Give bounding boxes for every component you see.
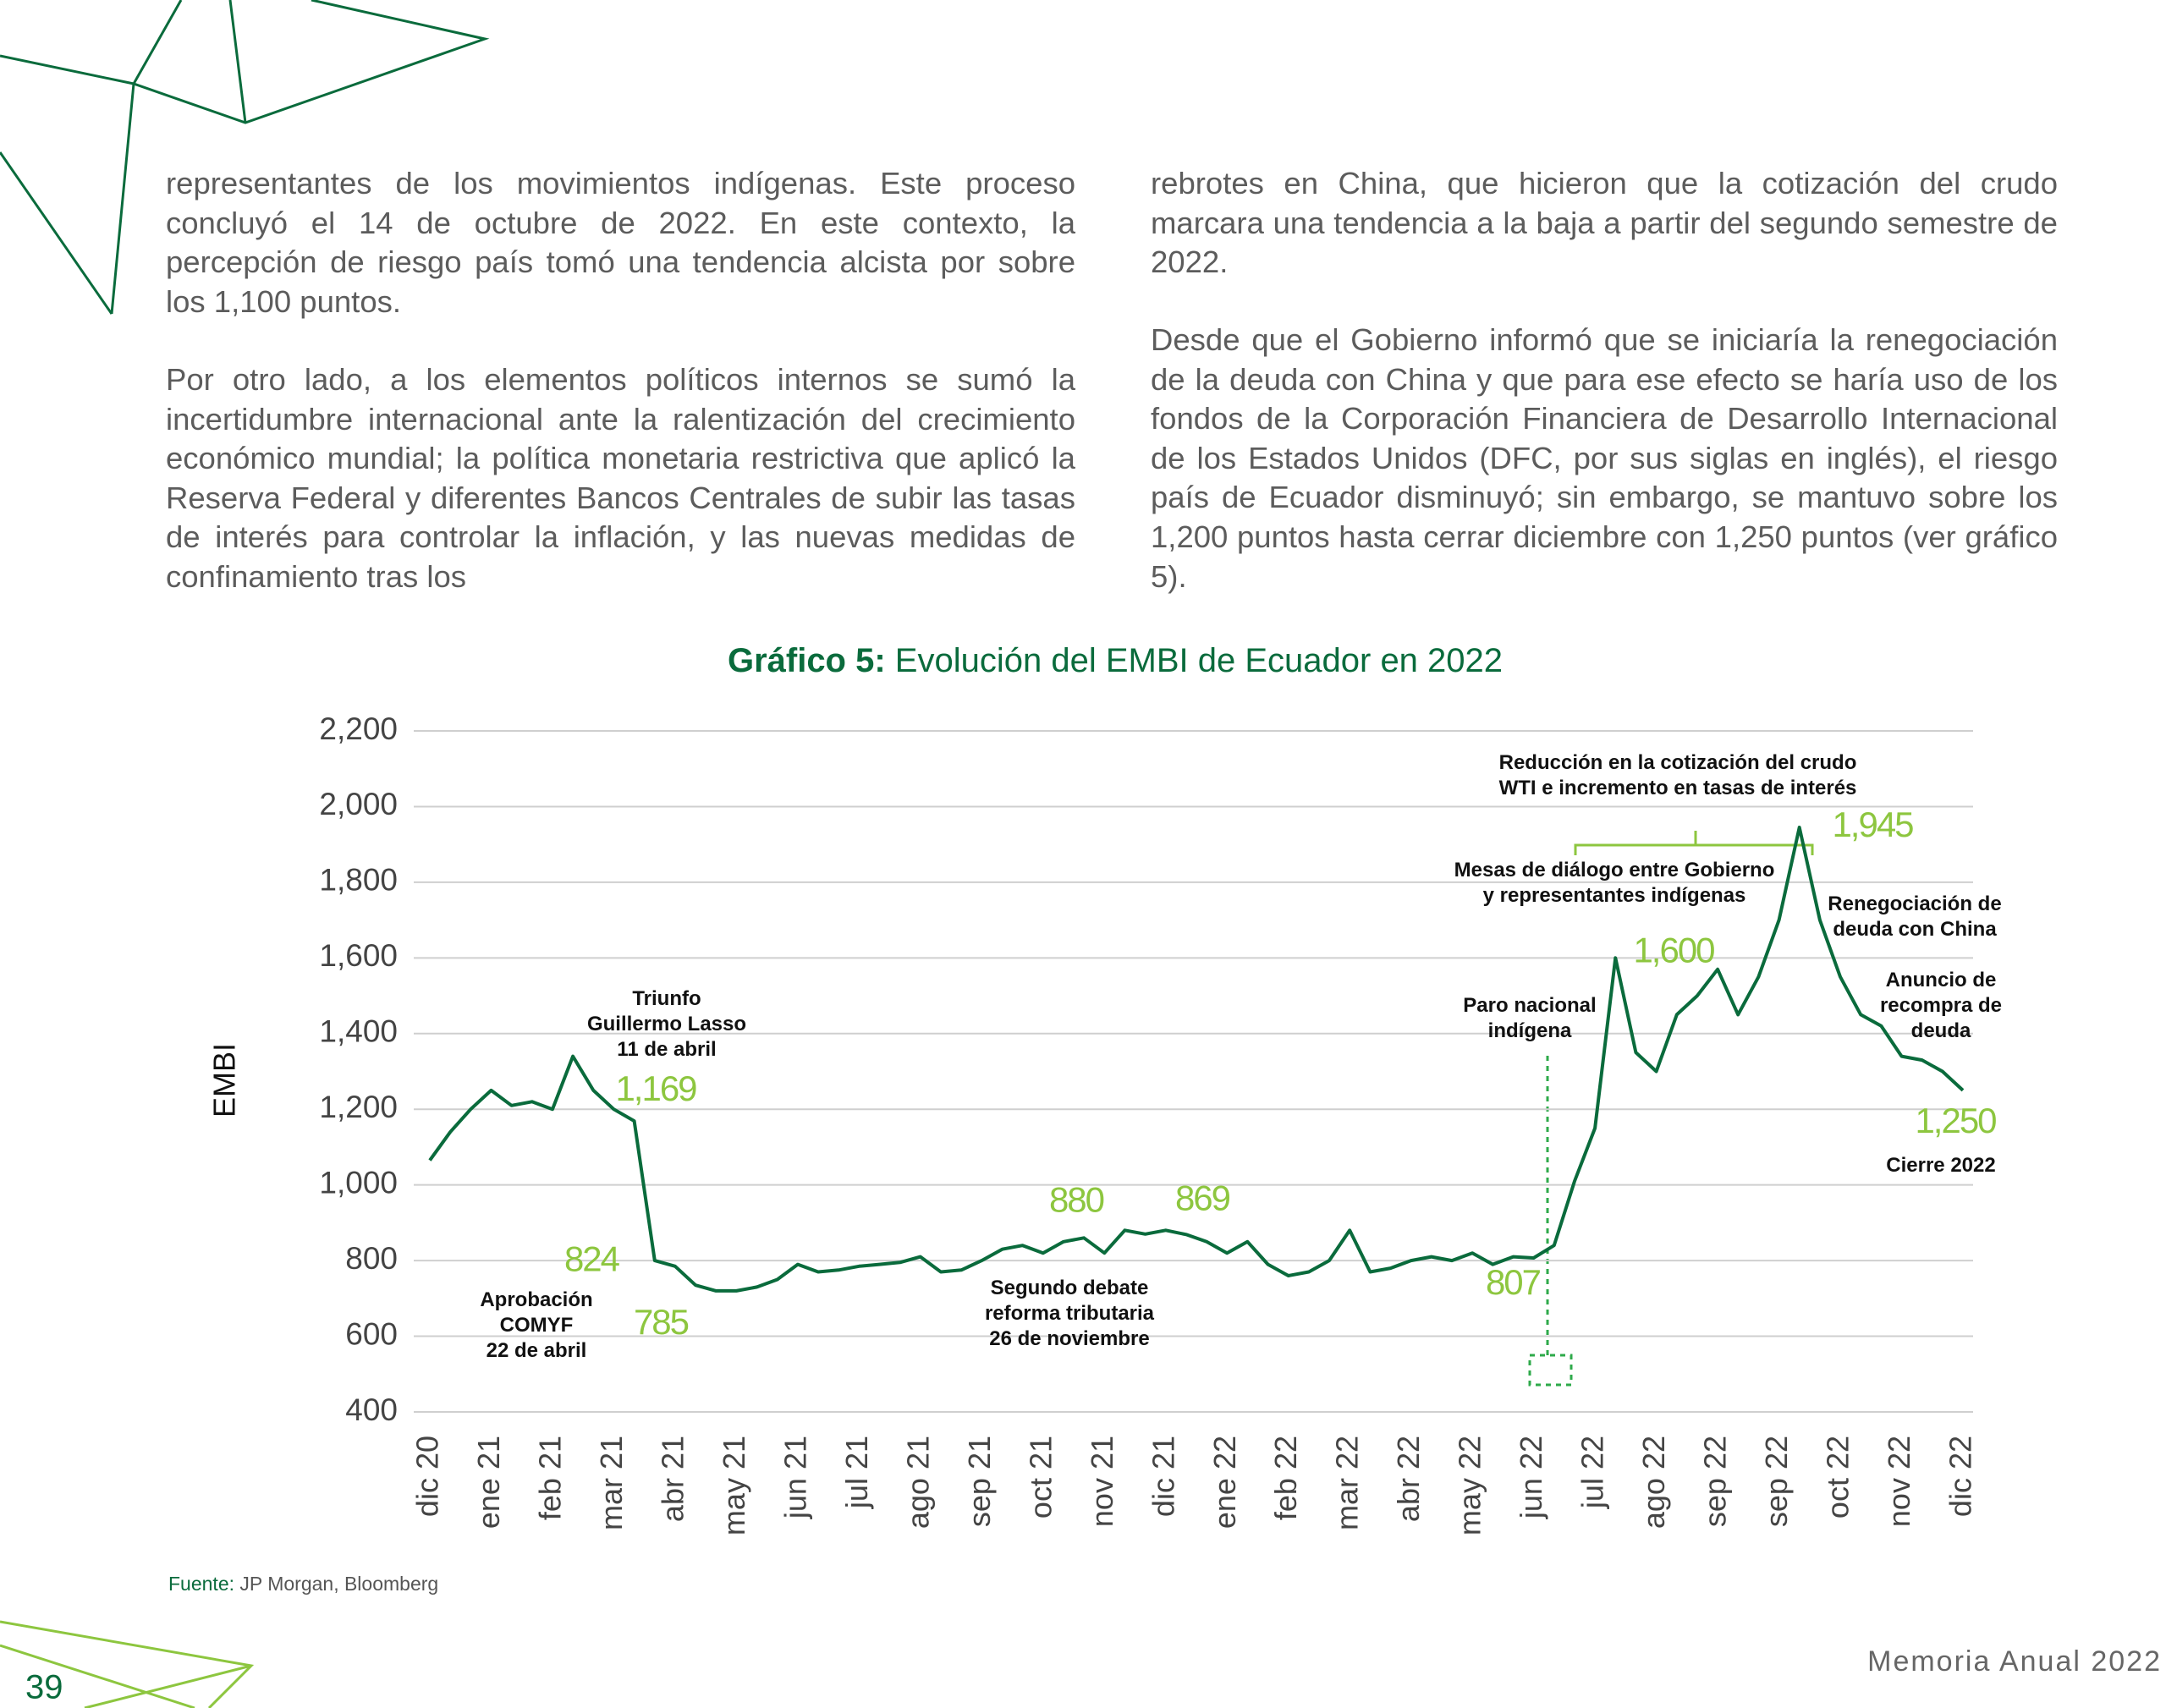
x-tick-label: may 21	[717, 1436, 751, 1535]
dashed-box	[1528, 1354, 1573, 1387]
x-tick-label: ene 21	[471, 1436, 506, 1529]
annotation: Cierre 2022	[1886, 1154, 1995, 1177]
annotation: Reducción en la cotización del crudo WTI …	[1499, 751, 1857, 799]
y-tick-label: 1,600	[319, 938, 398, 973]
annotation: Paro nacional indígena	[1463, 994, 1596, 1042]
annotation-line: Guillermo Lasso	[587, 1013, 746, 1035]
decoration-bottom	[0, 1620, 255, 1708]
chart: 400 600 800 1,000 1,200 1,400 1,600 1,800 2,000 2…	[319, 711, 2002, 1535]
annotation-line: deuda	[1911, 1019, 1971, 1042]
x-tick-label: ago 22	[1636, 1436, 1671, 1529]
annotation-line: WTI e incremento en tasas de interés	[1499, 777, 1857, 799]
paragraph: Desde que el Gobierno informó que se ini…	[1151, 322, 2058, 594]
x-tick-label: oct 22	[1821, 1436, 1855, 1519]
annotation-line: reforma tributaria	[985, 1302, 1155, 1325]
x-tick-label: abr 21	[655, 1436, 690, 1522]
annotation: Segundo debate reforma tributaria 26 de no…	[985, 1277, 1155, 1350]
x-tick-label: oct 21	[1023, 1436, 1058, 1519]
y-tick-label: 1,000	[319, 1165, 398, 1200]
source: Fuente: JP Morgan, Bloomberg	[168, 1573, 438, 1595]
y-tick-label: 800	[345, 1241, 398, 1276]
annotation-line: deuda con China	[1833, 918, 1997, 941]
annotation-line: 11 de abril	[617, 1038, 716, 1061]
chart-title-prefix: Gráfico 5:	[728, 642, 886, 679]
annotation: Anuncio de recompra de deuda	[1880, 969, 2002, 1042]
annotation-line: 22 de abril	[487, 1339, 587, 1362]
x-tick-label: jun 21	[778, 1436, 812, 1519]
footer-title: Memoria Anual 2022	[1867, 1645, 2162, 1678]
value-label: 1,600	[1633, 930, 1714, 969]
x-tick-label: jul 22	[1575, 1436, 1610, 1509]
annotation-line: 26 de noviembre	[989, 1327, 1149, 1350]
annotation-line: Cierre 2022	[1886, 1154, 1995, 1177]
x-tick-label: dic 20	[410, 1436, 445, 1517]
chart-title: Gráfico 5: Evolución del EMBI de Ecuador…	[728, 642, 1503, 679]
annotation: Triunfo Guillermo Lasso 11 de abril	[587, 987, 746, 1061]
paragraph: rebrotes en China, que hicieron que la c…	[1151, 166, 2058, 280]
value-label: 880	[1049, 1179, 1104, 1219]
y-tick-label: 1,200	[319, 1090, 398, 1124]
annotation-line: Aprobación	[480, 1288, 592, 1311]
paragraph: Por otro lado, a los elementos políticos…	[166, 362, 1075, 594]
annotation-line: Paro nacional	[1463, 994, 1596, 1017]
x-tick-label: may 22	[1453, 1436, 1487, 1535]
annotation-line: Mesas de diálogo entre Gobierno	[1454, 859, 1775, 881]
chart-title-text: Evolución del EMBI de Ecuador en 2022	[886, 642, 1503, 679]
x-tick-label: jun 22	[1514, 1436, 1548, 1519]
annotation-line: Segundo debate	[991, 1277, 1149, 1299]
y-tick-label: 600	[345, 1316, 398, 1351]
source-text: JP Morgan, Bloomberg	[234, 1573, 438, 1595]
x-tick-label: dic 22	[1943, 1436, 1978, 1517]
value-label: 869	[1175, 1178, 1230, 1217]
annotation-line: Renegociación de	[1828, 892, 2001, 915]
x-tick-label: feb 21	[532, 1436, 567, 1520]
annotation: Renegociación de deuda con China	[1828, 892, 2001, 941]
value-label: 1,945	[1832, 805, 1913, 844]
source-label: Fuente:	[168, 1573, 234, 1595]
x-tick-label: dic 21	[1146, 1436, 1180, 1517]
annotation-line: Anuncio de	[1886, 969, 1997, 991]
annotation-shapes	[1528, 831, 1814, 1387]
x-tick-label: sep 22	[1698, 1436, 1733, 1527]
x-tick-label: sep 21	[962, 1436, 997, 1527]
annotation-line: recompra de	[1880, 994, 2002, 1017]
value-label: 807	[1486, 1262, 1541, 1302]
x-tick-label: sep 22	[1759, 1436, 1794, 1527]
annotation: Mesas de diálogo entre Gobierno y represe…	[1454, 859, 1775, 907]
line-series	[428, 826, 1965, 1293]
page-number: 39	[25, 1669, 63, 1706]
y-tick-label: 2,000	[319, 787, 398, 821]
x-tick-label: nov 21	[1085, 1436, 1119, 1527]
value-label: 824	[564, 1238, 620, 1278]
paragraph: representantes de los movimientos indíge…	[166, 166, 1075, 319]
x-tick-label: feb 22	[1268, 1436, 1303, 1520]
x-tick-label: mar 22	[1330, 1436, 1365, 1530]
y-tick-label: 1,800	[319, 863, 398, 898]
x-tick-label: ene 22	[1207, 1436, 1242, 1529]
annotation-line: Reducción en la cotización del crudo	[1499, 751, 1857, 774]
x-tick-label: mar 21	[594, 1436, 629, 1530]
annotation: Aprobación COMYF 22 de abril	[480, 1288, 592, 1362]
value-label: 785	[634, 1302, 689, 1342]
x-tick-label: nov 22	[1882, 1436, 1916, 1527]
x-tick-label: jul 21	[839, 1436, 874, 1509]
decoration-top	[0, 0, 490, 315]
y-tick-label: 1,400	[319, 1014, 398, 1049]
y-axis-label: EMBI	[207, 1043, 242, 1118]
value-label: 1,250	[1915, 1101, 1996, 1140]
bracket	[1574, 843, 1814, 855]
x-tick-label: ago 21	[900, 1436, 935, 1529]
annotation-line: indígena	[1488, 1019, 1572, 1042]
value-label: 1,169	[615, 1068, 696, 1108]
y-tick-label: 2,200	[319, 711, 398, 746]
y-tick-label: 400	[345, 1392, 398, 1427]
annotation-line: y representantes indígenas	[1483, 884, 1746, 907]
annotation-line: Triunfo	[632, 987, 701, 1010]
annotation-line: COMYF	[500, 1314, 574, 1337]
x-tick-label: abr 22	[1391, 1436, 1426, 1522]
